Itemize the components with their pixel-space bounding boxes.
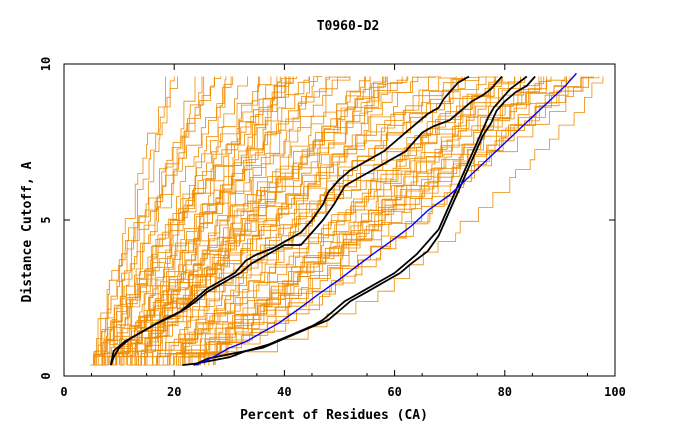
background-model-curve [152,76,463,366]
background-model-curve [137,76,389,366]
background-model-curve [121,76,330,366]
background-model-curve [157,76,499,366]
background-model-curve [142,76,386,366]
background-model-curve [130,76,351,366]
x-tick-label: 100 [604,385,626,399]
background-model-curve [97,76,232,366]
axis-ticks: 0 20 40 60 80 100 0 5 10 [39,57,626,399]
background-model-curve [109,76,294,366]
y-tick-label: 0 [39,372,53,379]
x-tick-label: 20 [167,385,181,399]
background-model-curve [191,76,600,366]
background-model-curve [110,76,278,366]
background-model-curve [93,76,216,366]
background-model-curve [144,76,409,366]
background-model-curve [163,76,480,366]
background-model-curve [188,76,594,366]
highlight-models [109,72,577,366]
background-model-curve [204,76,589,366]
x-tick-label: 80 [498,385,512,399]
background-model-curve [155,76,442,366]
highlight-model-line-4 [182,75,528,366]
background-model-curve [118,76,366,366]
background-model-curve [97,76,248,366]
background-model-curve [98,76,286,366]
background-model-curve [203,76,604,366]
background-model-curve [208,76,542,366]
y-axis-label: Distance Cutoff, A [20,161,35,302]
background-model-curve [212,76,584,366]
highlight-model-line-2 [109,75,503,366]
background-model-curve [178,76,516,366]
x-tick-label: 60 [387,385,401,399]
background-model-curve [165,76,487,366]
background-model-curve [90,76,179,366]
background-model-curve [214,76,567,366]
background-model-curve [182,76,503,366]
background-model-curve [102,76,234,366]
background-models [90,76,604,366]
x-axis-label: Percent of Residues (CA) [240,408,428,423]
background-model-curve [91,76,196,366]
x-tick-label: 40 [277,385,291,399]
background-model-curve [157,76,504,366]
background-model-curve [115,76,297,366]
x-tick-label: 0 [60,385,67,399]
background-model-curve [176,76,545,366]
background-model-curve [144,76,457,366]
background-model-curve [104,76,259,366]
background-model-curve [112,76,310,366]
background-model-curve [179,76,526,366]
background-model-curve [130,76,347,366]
background-model-curve [213,76,571,366]
background-model-curve [195,76,521,366]
background-model-curve [139,76,366,366]
background-model-curve [184,76,566,366]
chart-title: T0960-D2 [317,19,380,34]
y-tick-label: 10 [39,57,53,71]
y-tick-label: 5 [39,216,53,223]
background-model-curve [197,76,582,366]
background-model-curve [106,76,272,366]
background-model-curve [127,76,371,366]
background-model-curve [100,76,222,366]
reference-model-line [195,72,577,366]
